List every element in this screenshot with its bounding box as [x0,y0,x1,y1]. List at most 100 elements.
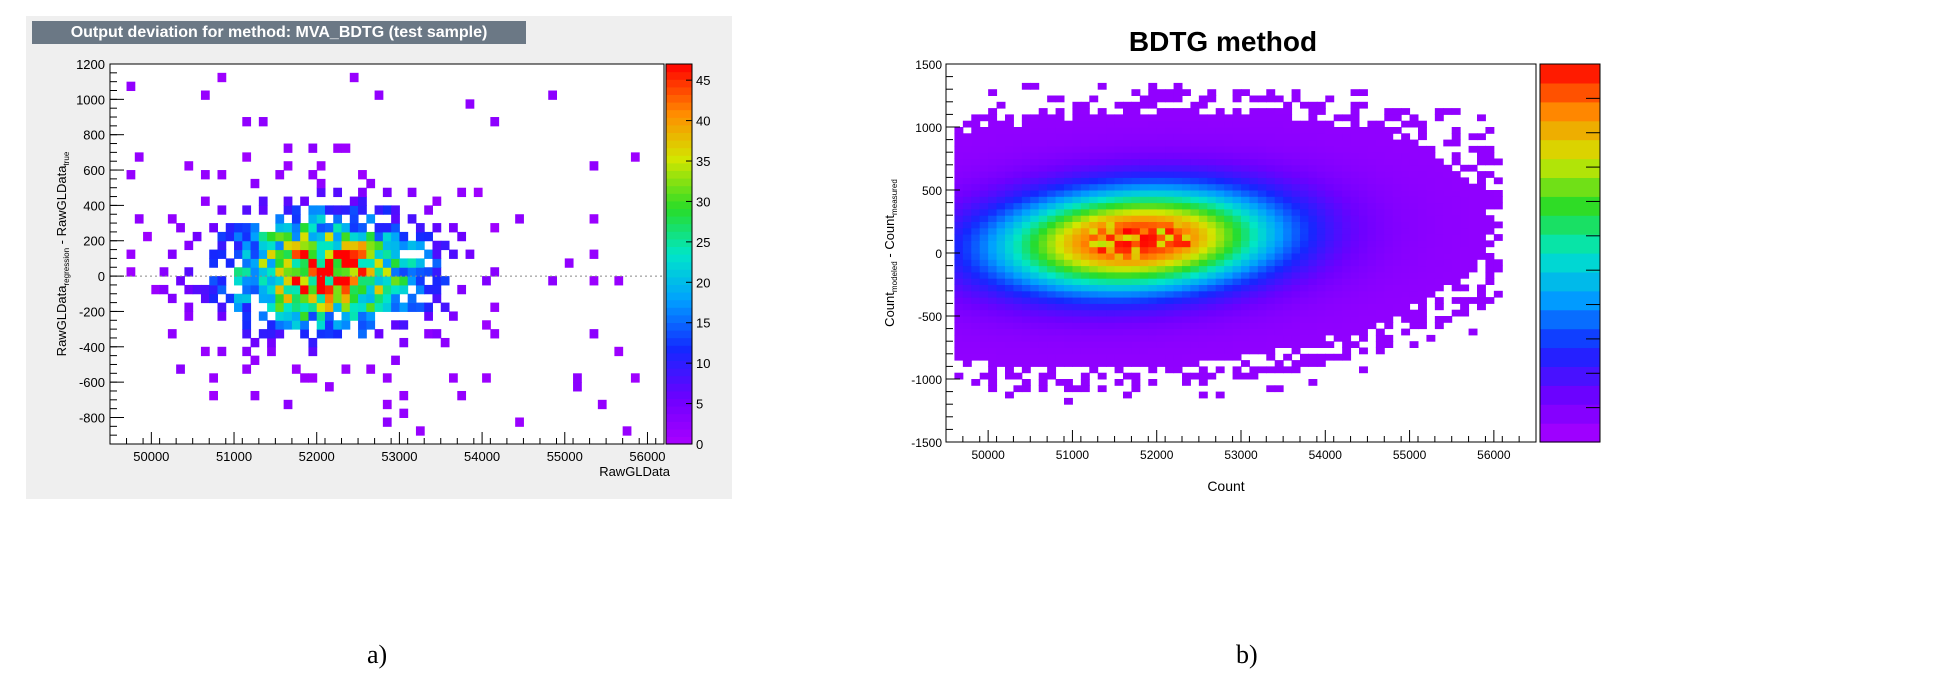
chart-b-cell [1300,246,1309,254]
chart-b-cell [1064,158,1073,166]
chart-b-cell [1123,202,1132,210]
chart-b-cell [1021,353,1031,361]
chart-b-cell [1493,234,1503,241]
chart-a-cell [333,214,343,224]
chart-b-cell [1114,215,1124,222]
chart-b-cell [979,152,989,159]
chart-a-cell [366,267,376,277]
chart-b-cell [1047,328,1057,336]
chart-b-cell [1283,120,1293,128]
chart-b-cell [1468,202,1478,210]
chart-b-cell [1384,284,1394,292]
chart-b-cell [1072,334,1082,342]
chart-b-cell [1308,108,1318,115]
chart-b-cell [996,341,1006,348]
chart-b-cell [1080,101,1090,109]
chart-b-cell [1308,360,1318,367]
chart-b-cell [1030,215,1040,222]
chart-b-cell [1266,253,1276,260]
chart-b-cell [1392,221,1402,229]
chart-a-cell [250,267,260,277]
chart-b-cell [1477,190,1486,197]
chart-a-colorbar-step [666,132,692,141]
chart-b-cell [962,139,972,147]
chart-b-cell [1249,322,1259,330]
chart-b-cell [1190,227,1200,235]
chart-b-cell [1097,196,1107,204]
chart-b-cell [1114,221,1124,229]
chart-b-cell [1055,297,1065,304]
chart-a-cell [184,161,194,171]
chart-b-cell [1266,246,1276,254]
chart-b-cell [1300,208,1309,216]
chart-a-cell [291,240,301,251]
chart-b-cell [1232,202,1242,210]
chart-b-cell [1064,360,1073,367]
chart-b-cell [1241,259,1250,267]
chart-b-cell [1350,196,1360,204]
chart-b-cell [1198,290,1208,298]
chart-b-cell [1131,196,1141,204]
chart-b-cell [996,290,1006,298]
chart-b-cell [1308,221,1318,229]
chart-b-cell [1005,215,1014,222]
chart-b-cell [1207,127,1217,134]
chart-b-cell [954,215,964,222]
chart-b-cell [1232,208,1242,216]
chart-b-cell [1257,309,1267,317]
chart-b-cell [1013,341,1023,348]
chart-b-ytick-label: -1500 [911,436,942,450]
chart-b-cell [1249,127,1259,134]
chart-a-ytick-label: 400 [83,198,105,213]
chart-b-cell [1182,221,1191,229]
chart-b-cell [1097,208,1107,216]
chart-b-cell [1291,127,1301,134]
chart-b-cell [1013,385,1023,393]
chart-b-cell [1401,290,1411,298]
chart-b-cell [1283,328,1293,336]
chart-b-cell [1300,196,1309,204]
chart-b-cell [1418,215,1427,222]
chart-b-cell [1089,139,1099,147]
chart-b-cell [1443,253,1453,260]
chart-b-cell [1182,202,1191,210]
chart-b-cell [1300,183,1309,191]
chart-a-cell [291,249,301,259]
chart-b-cell [1283,259,1293,267]
chart-a-cell [341,311,351,321]
chart-a-ytick-label: -400 [79,340,105,355]
chart-b-cell [1300,290,1309,298]
chart-b-cell [1190,215,1200,222]
chart-a-cell [424,249,433,259]
chart-b-cell [996,208,1006,216]
chart-b-cell [1182,227,1191,235]
chart-b-cell [1215,328,1225,336]
chart-b-cell [1182,152,1191,159]
chart-b-cell [1207,152,1217,159]
chart-b-cell [1165,322,1175,330]
chart-a-cell [457,231,467,242]
chart-b-cell [1443,164,1453,172]
chart-b-cell [1392,171,1402,178]
chart-b-cell [1257,95,1267,103]
chart-b-cell [988,385,998,393]
chart-b-cell [1080,240,1090,248]
chart-a-cell [283,258,293,268]
chart-b-cell [1409,139,1419,147]
chart-b-cell [1308,145,1318,153]
chart-b-cell [1316,127,1326,134]
chart-b-cell [1283,240,1293,248]
chart-b-cell [1013,133,1023,141]
chart-a-xlabel: RawGLData [599,464,671,479]
chart-a-ztick-label: 10 [696,356,710,371]
chart-b-cell [1241,158,1250,166]
chart-b-cell [1013,278,1023,285]
chart-b-cell [1097,215,1107,222]
chart-a-cell [374,205,384,215]
chart-b-cell [1241,265,1250,273]
chart-b-cell [1165,89,1175,96]
chart-a-cell [415,258,425,268]
chart-a-cell [250,284,260,295]
chart-a-cell [291,214,301,224]
chart-a-cell [283,249,293,259]
